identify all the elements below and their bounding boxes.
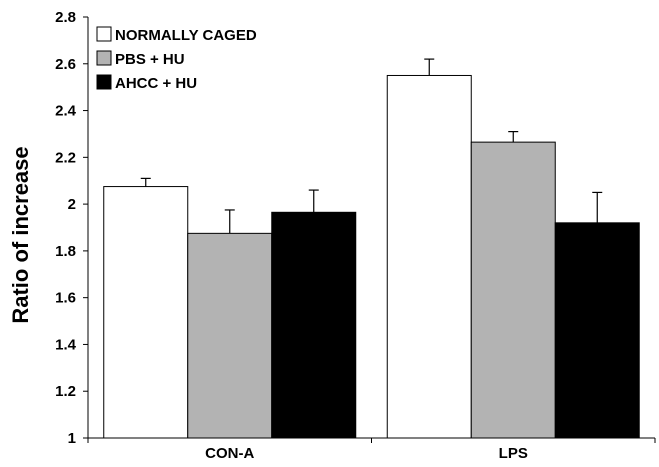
y-tick-label-7: 2.4 bbox=[55, 103, 77, 120]
axes-layer: CON-A LPS 1 1.2 1.4 1.6 1.8 2 2.2 2.4 2.6 2.8 bbox=[55, 9, 656, 462]
bar-lps-3 bbox=[554, 222, 640, 439]
legend-swatch-3 bbox=[96, 74, 112, 90]
x-tick-label-con-a: CON-A bbox=[205, 445, 254, 462]
bars-layer bbox=[103, 74, 640, 439]
y-tick-label-3: 1.6 bbox=[55, 290, 76, 307]
y-tick-label-6: 2.2 bbox=[55, 149, 76, 166]
bar-con-a-2 bbox=[187, 232, 273, 439]
legend-label-2: PBS + HU bbox=[115, 51, 185, 68]
bar-lps-1 bbox=[386, 74, 472, 439]
y-tick-label-0: 1 bbox=[68, 430, 76, 447]
legend-swatch-1 bbox=[96, 26, 112, 42]
legend-label-3: AHCC + HU bbox=[115, 75, 197, 92]
legend-label-1: NORMALLY CAGED bbox=[115, 27, 257, 44]
y-axis-label: Ratio of increase bbox=[8, 146, 33, 323]
legend: NORMALLY CAGED PBS + HU AHCC + HU bbox=[96, 26, 257, 92]
y-tick-label-9: 2.8 bbox=[55, 9, 76, 26]
bar-con-a-1 bbox=[103, 186, 189, 439]
legend-swatch-2 bbox=[96, 50, 112, 66]
y-tick-label-1: 1.2 bbox=[55, 383, 76, 400]
x-tick-label-lps: LPS bbox=[499, 445, 528, 462]
y-tick-label-5: 2 bbox=[68, 196, 76, 213]
y-tick-label-8: 2.6 bbox=[55, 56, 76, 73]
error-bars-layer bbox=[140, 58, 603, 234]
y-tick-label-4: 1.8 bbox=[55, 243, 76, 260]
bar-lps-2 bbox=[470, 141, 556, 439]
bar-con-a-3 bbox=[271, 211, 357, 439]
y-tick-label-2: 1.4 bbox=[55, 336, 77, 353]
